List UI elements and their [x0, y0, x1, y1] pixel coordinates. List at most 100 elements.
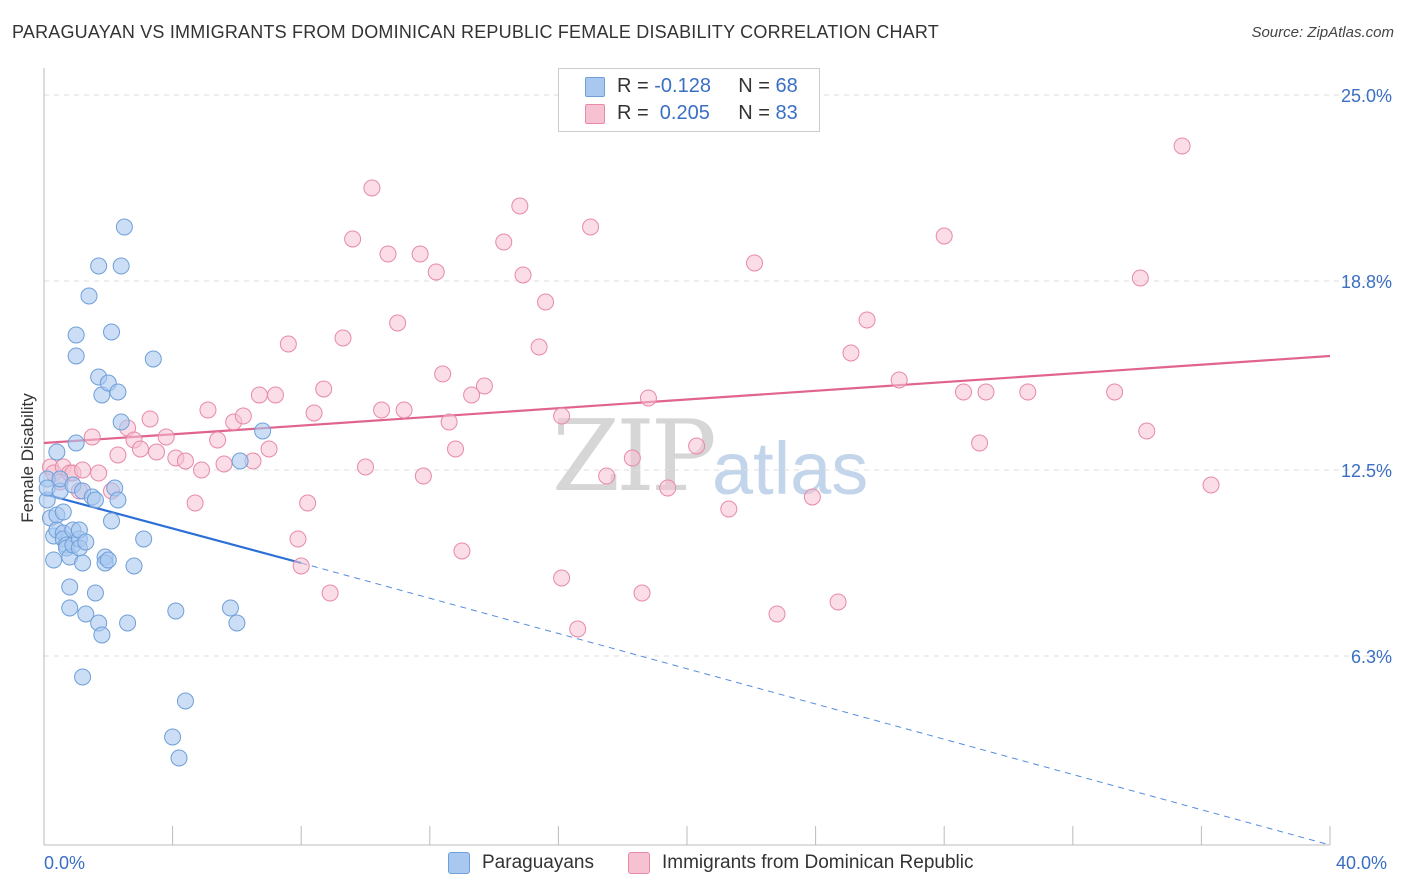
data-point-dominican	[720, 500, 738, 518]
data-point-dominican	[414, 467, 432, 485]
data-point-dominican	[209, 431, 227, 449]
data-point-dominican	[530, 338, 548, 356]
data-point-dominican	[305, 404, 323, 422]
data-point-dominican	[334, 329, 352, 347]
data-point-paraguayans	[109, 491, 127, 509]
data-point-dominican	[289, 530, 307, 548]
data-point-dominican	[90, 464, 108, 482]
data-point-dominican	[199, 401, 217, 419]
data-point-dominican	[514, 266, 532, 284]
data-point-dominican	[977, 383, 995, 401]
data-point-dominican	[83, 428, 101, 446]
data-point-paraguayans	[61, 599, 79, 617]
data-point-dominican	[176, 452, 194, 470]
data-point-paraguayans	[167, 602, 185, 620]
data-point-dominican	[389, 314, 407, 332]
r-label: R =	[617, 102, 649, 124]
data-point-paraguayans	[67, 326, 85, 344]
data-point-dominican	[395, 401, 413, 419]
data-point-dominican	[746, 254, 764, 272]
data-point-dominican	[157, 428, 175, 446]
r-value: -0.128	[654, 75, 711, 97]
data-point-dominican	[633, 584, 651, 602]
data-point-paraguayans	[254, 422, 272, 440]
data-point-paraguayans	[115, 218, 133, 236]
data-point-paraguayans	[77, 605, 95, 623]
data-point-dominican	[266, 386, 284, 404]
data-point-dominican	[829, 593, 847, 611]
data-point-dominican	[1106, 383, 1124, 401]
data-point-paraguayans	[112, 257, 130, 275]
y-axis-label: Female Disability	[18, 393, 37, 523]
axes	[43, 68, 1331, 846]
data-point-dominican	[890, 371, 908, 389]
data-point-dominican	[935, 227, 953, 245]
source-note: Source: ZipAtlas.com	[1251, 24, 1394, 41]
data-point-dominican	[321, 584, 339, 602]
data-point-dominican	[1202, 476, 1220, 494]
trend-line-paraguayans-extrapolated	[301, 562, 1331, 846]
data-point-paraguayans	[61, 578, 79, 596]
data-point-paraguayans	[77, 533, 95, 551]
data-point-dominican	[1173, 137, 1191, 155]
data-point-dominican	[842, 344, 860, 362]
data-point-paraguayans	[67, 434, 85, 452]
data-point-dominican	[553, 407, 571, 425]
data-point-dominican	[74, 461, 92, 479]
data-point-dominican	[447, 440, 465, 458]
chart-title: PARAGUAYAN VS IMMIGRANTS FROM DOMINICAN …	[12, 22, 939, 42]
data-point-dominican	[954, 383, 972, 401]
x-tick-label-max: 40.0%	[1336, 853, 1388, 873]
data-point-dominican	[315, 380, 333, 398]
data-point-dominican	[768, 605, 786, 623]
data-point-dominican	[141, 410, 159, 428]
trend-line-dominican	[43, 354, 1331, 445]
x-tick-label-min: 0.0%	[44, 853, 86, 873]
data-point-dominican	[537, 293, 555, 311]
data-point-dominican	[379, 245, 397, 263]
data-point-paraguayans	[231, 452, 249, 470]
data-point-paraguayans	[86, 584, 104, 602]
data-point-paraguayans	[48, 443, 66, 461]
legend-item-paraguayans[interactable]: Paraguayans	[448, 852, 594, 874]
data-point-dominican	[639, 389, 657, 407]
data-point-paraguayans	[170, 749, 188, 767]
n-label: N =	[738, 102, 770, 124]
data-point-dominican	[411, 245, 429, 263]
correlation-legend: R = -0.128 N = 68 R = 0.205 N = 83	[558, 68, 820, 132]
data-point-dominican	[858, 311, 876, 329]
data-point-dominican	[234, 407, 252, 425]
data-point-paraguayans	[112, 413, 130, 431]
data-point-paraguayans	[74, 554, 92, 572]
data-point-dominican	[463, 386, 481, 404]
data-point-dominican	[971, 434, 989, 452]
data-point-paraguayans	[93, 626, 111, 644]
data-point-paraguayans	[74, 668, 92, 686]
data-point-dominican	[299, 494, 317, 512]
data-point-paraguayans	[176, 692, 194, 710]
data-point-paraguayans	[144, 350, 162, 368]
data-point-paraguayans	[228, 614, 246, 632]
y-tick-labels: 6.3% 12.5% 18.8% 25.0%	[1341, 86, 1392, 667]
data-point-dominican	[803, 488, 821, 506]
legend-swatch-pink	[585, 103, 605, 124]
data-point-dominican	[131, 440, 149, 458]
data-point-paraguayans	[164, 728, 182, 746]
y-tick-label: 6.3%	[1351, 647, 1392, 667]
data-point-dominican	[475, 377, 493, 395]
watermark-atlas: atlas	[712, 427, 869, 510]
data-point-dominican	[1019, 383, 1037, 401]
data-point-paraguayans	[109, 383, 127, 401]
data-point-paraguayans	[103, 323, 121, 341]
legend-swatch-blue	[585, 76, 605, 97]
data-point-dominican	[623, 449, 641, 467]
trend-line-paraguayans	[43, 492, 302, 565]
data-point-dominican	[427, 263, 445, 281]
data-point-dominican	[260, 440, 278, 458]
data-point-dominican	[344, 230, 362, 248]
data-point-dominican	[582, 218, 600, 236]
data-point-dominican	[569, 620, 587, 638]
data-point-dominican	[1138, 422, 1156, 440]
legend-item-dominican[interactable]: Immigrants from Dominican Republic	[628, 852, 974, 874]
